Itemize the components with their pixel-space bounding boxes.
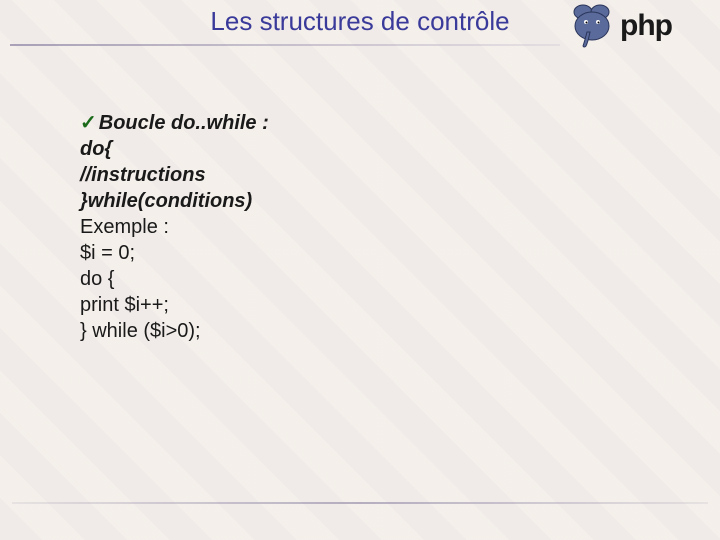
example-line-4: } while ($i>0); [80, 318, 680, 344]
syntax-line-2: //instructions [80, 162, 680, 188]
slide-content: ✓Boucle do..while : do{ //instructions }… [80, 110, 680, 344]
example-line-1: $i = 0; [80, 240, 680, 266]
checkmark-icon: ✓ [80, 112, 97, 134]
elephant-icon [570, 4, 616, 48]
example-line-2: do { [80, 266, 680, 292]
syntax-line-1: do{ [80, 136, 680, 162]
example-line-3: print $i++; [80, 292, 680, 318]
php-logo: php [570, 2, 710, 50]
slide: Les structures de contrôle php ✓Boucle d… [0, 0, 720, 540]
bullet-text: Boucle do..while : [99, 112, 269, 134]
footer-divider [12, 502, 708, 504]
example-label: Exemple : [80, 214, 680, 240]
slide-header: Les structures de contrôle php [0, 0, 720, 50]
title-underline [10, 44, 560, 46]
bullet-line: ✓Boucle do..while : [80, 110, 680, 136]
php-logo-text: php [620, 9, 672, 43]
syntax-line-3: }while(conditions) [80, 188, 680, 214]
